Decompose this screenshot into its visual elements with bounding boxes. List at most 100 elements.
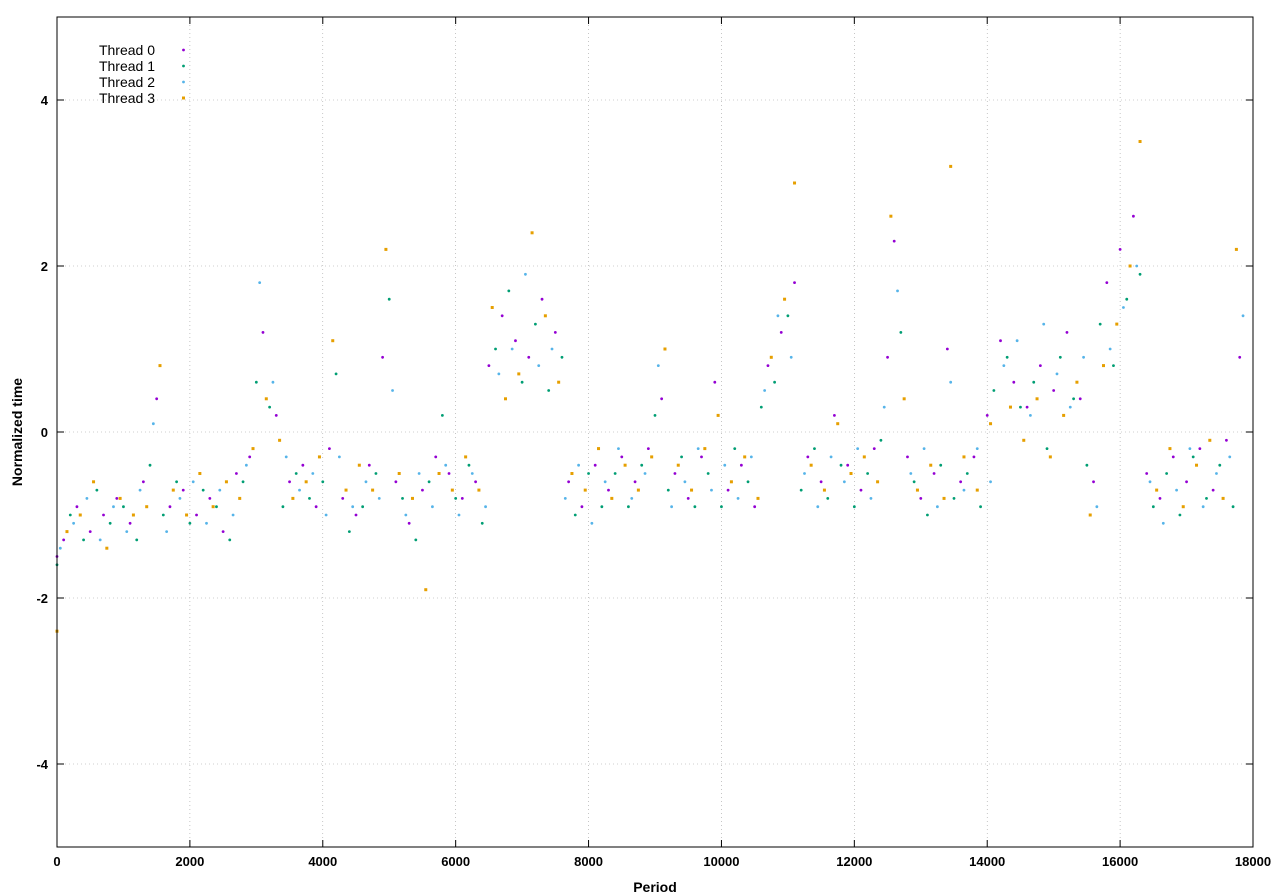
data-point <box>480 521 484 525</box>
data-point <box>367 463 371 467</box>
data-point <box>1058 355 1062 359</box>
data-point <box>1032 380 1036 384</box>
data-point <box>82 538 85 542</box>
data-point <box>666 488 670 492</box>
data-point <box>640 463 644 467</box>
data-point <box>926 513 929 517</box>
data-point <box>909 472 913 475</box>
data-point <box>1075 380 1079 384</box>
data-point <box>467 463 471 467</box>
data-point <box>215 505 218 509</box>
data-point <box>401 497 404 500</box>
data-point <box>1088 513 1092 517</box>
data-point <box>1228 455 1232 459</box>
data-point <box>975 488 979 492</box>
data-point <box>1112 364 1115 367</box>
data-point <box>769 355 773 359</box>
data-point <box>706 472 710 475</box>
data-point <box>1008 405 1012 409</box>
data-point <box>1092 480 1095 484</box>
data-point <box>1042 322 1046 326</box>
data-point <box>1068 405 1072 409</box>
data-point <box>739 463 743 467</box>
data-point <box>773 380 776 384</box>
data-point <box>397 472 401 475</box>
data-point <box>593 463 597 467</box>
data-point <box>700 455 703 459</box>
data-point <box>553 331 557 334</box>
data-point <box>876 480 880 484</box>
data-point <box>1181 505 1185 509</box>
data-point <box>789 355 793 359</box>
data-point <box>859 488 863 492</box>
data-point <box>547 389 551 392</box>
data-point <box>696 447 700 450</box>
data-point <box>776 314 780 318</box>
x-tick-label: 16000 <box>1102 854 1138 869</box>
legend-label: Thread 0 <box>99 42 155 58</box>
y-axis-title: Normalized time <box>9 378 25 486</box>
data-point <box>321 480 325 484</box>
data-point <box>281 505 285 509</box>
data-point <box>683 480 687 484</box>
data-point <box>583 488 587 492</box>
data-point <box>756 496 760 500</box>
data-point <box>1125 297 1129 301</box>
data-point <box>636 488 640 492</box>
data-point <box>1078 397 1082 401</box>
data-point <box>530 231 534 235</box>
data-point <box>148 463 152 467</box>
data-point <box>633 480 637 484</box>
data-point <box>743 455 747 459</box>
data-point <box>248 455 252 459</box>
data-point <box>899 331 903 334</box>
data-point <box>138 488 142 492</box>
data-point <box>431 505 434 509</box>
data-point <box>218 488 222 492</box>
data-point <box>573 513 577 517</box>
data-point <box>344 488 348 492</box>
data-point <box>504 397 507 401</box>
data-point <box>723 463 727 467</box>
data-point <box>710 488 713 492</box>
data-point <box>65 530 69 534</box>
data-point <box>115 497 119 500</box>
data-point <box>1055 372 1059 376</box>
data-point <box>231 513 235 517</box>
data-point <box>208 497 212 500</box>
data-point <box>736 497 740 500</box>
y-tick-label: 0 <box>41 425 48 440</box>
data-point <box>1175 488 1178 492</box>
data-point <box>992 389 996 392</box>
x-tick-label: 18000 <box>1235 854 1271 869</box>
data-point <box>949 164 953 168</box>
data-point <box>1082 355 1085 359</box>
data-point <box>424 588 428 592</box>
data-point <box>786 314 790 318</box>
data-point <box>749 455 753 459</box>
data-point <box>673 472 677 475</box>
data-point <box>663 347 667 351</box>
data-point <box>95 488 99 492</box>
data-point <box>198 472 202 475</box>
data-point <box>590 521 594 525</box>
data-point <box>507 289 511 293</box>
data-point <box>537 364 541 367</box>
data-point <box>155 397 159 401</box>
data-point <box>680 455 683 459</box>
data-point <box>371 488 375 492</box>
data-point <box>1062 413 1066 417</box>
data-point <box>294 472 298 475</box>
data-point <box>862 455 866 459</box>
data-point <box>364 480 368 484</box>
data-point <box>793 281 796 284</box>
data-point <box>244 463 248 467</box>
data-point <box>264 397 268 401</box>
data-point <box>1029 414 1032 417</box>
data-point <box>550 347 554 351</box>
x-tick-label: 6000 <box>441 854 470 869</box>
data-point <box>630 497 634 500</box>
data-point <box>965 472 969 475</box>
data-point <box>902 397 906 401</box>
